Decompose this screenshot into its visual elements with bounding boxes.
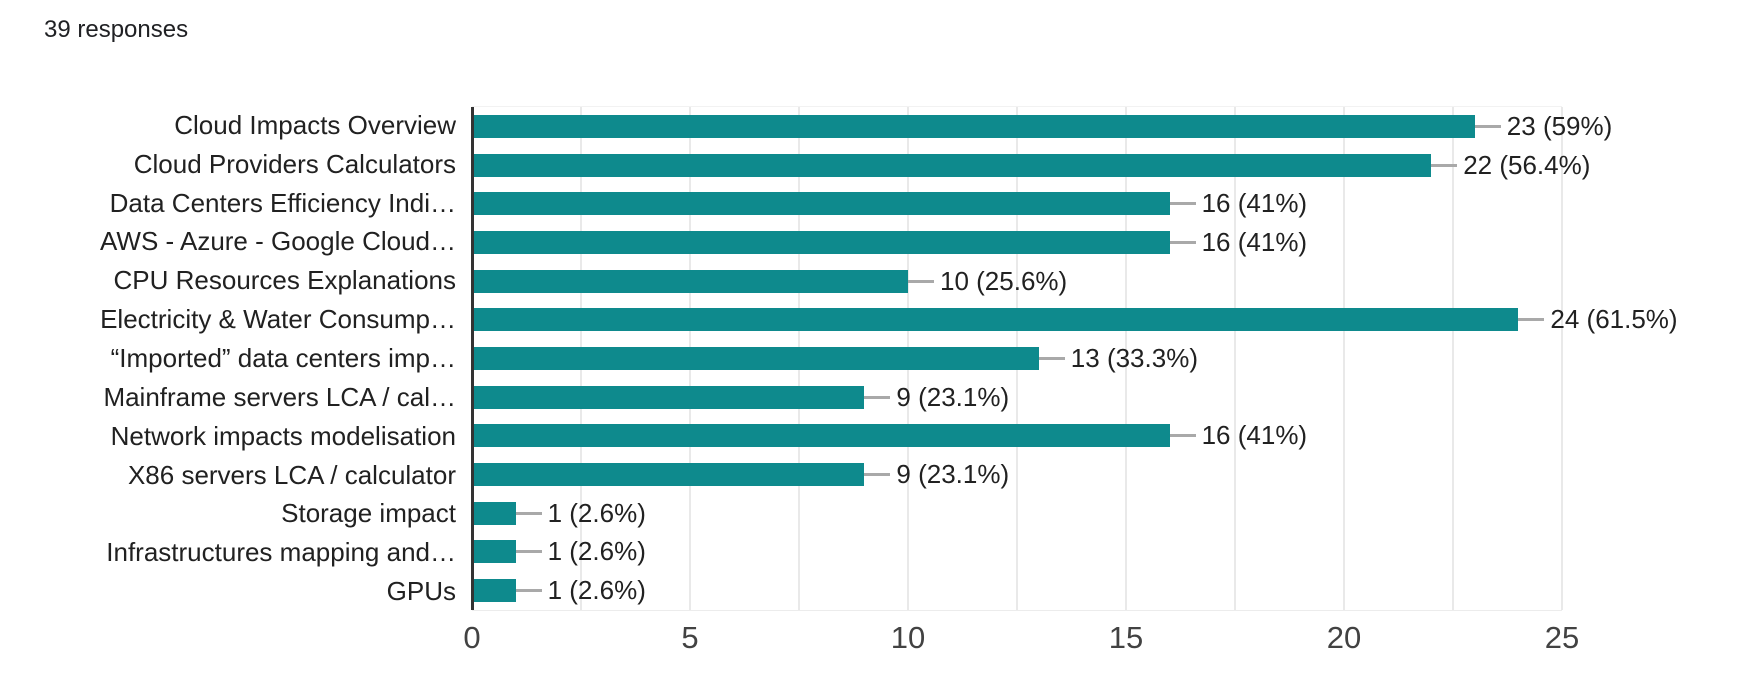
x-tick-label: 15 (1108, 620, 1144, 655)
bar-row: 13 (33.3%) (472, 339, 1562, 378)
bar-connector-line (515, 511, 542, 515)
bar (472, 192, 1170, 216)
bar-row: 10 (25.6%) (472, 262, 1562, 301)
category-label: AWS - Azure - Google Cloud… (100, 226, 456, 257)
bar-value-label: 1 (2.6%) (547, 536, 646, 567)
category-label: CPU Resources Explanations (113, 265, 457, 296)
category-axis-labels: Cloud Impacts Overview Cloud Providers Ca… (0, 106, 463, 611)
bar (472, 153, 1432, 177)
bar-row: 24 (61.5%) (472, 300, 1678, 339)
bar (472, 385, 865, 409)
bar-connector-line (1169, 434, 1196, 438)
category-label: Mainframe servers LCA / cal… (103, 381, 456, 412)
bar-value-label: 1 (2.6%) (547, 575, 646, 606)
bar-row: 16 (41%) (472, 417, 1562, 456)
bar-connector-line (1431, 163, 1458, 167)
bar-value-label: 13 (33.3%) (1070, 342, 1198, 373)
bar-connector-line (1169, 240, 1196, 244)
x-axis-ticks: 0 5 10 15 20 25 (463, 620, 1579, 668)
category-label: Electricity & Water Consump… (100, 304, 456, 335)
bar-row: 16 (41%) (472, 223, 1562, 262)
bar (472, 269, 908, 293)
gridline (1343, 107, 1345, 610)
bar-row: 9 (23.1%) (472, 378, 1562, 417)
bar-connector-line (1038, 356, 1065, 360)
x-tick-label: 20 (1326, 620, 1362, 655)
bar (472, 308, 1519, 332)
category-label: Infrastructures mapping and… (106, 537, 456, 568)
bar-connector-line (864, 395, 891, 399)
bar (472, 114, 1475, 138)
bar-connector-line (1169, 202, 1196, 206)
bar (472, 540, 516, 564)
x-tick-label: 0 (463, 620, 481, 655)
category-label: X86 servers LCA / calculator (127, 459, 456, 490)
bar-value-label: 24 (61.5%) (1550, 304, 1678, 335)
bar-row: 16 (41%) (472, 184, 1562, 223)
bar-connector-line (908, 279, 934, 283)
bar-row: 1 (2.6%) (472, 571, 1562, 610)
category-label: GPUs (386, 576, 456, 607)
bar (472, 346, 1039, 370)
bar-value-label: 16 (41%) (1201, 188, 1308, 219)
bar-value-label: 22 (56.4%) (1463, 149, 1591, 180)
category-label: Cloud Providers Calculators (133, 148, 456, 179)
gridline (1561, 107, 1563, 610)
category-label: Network impacts modelisation (110, 420, 456, 451)
x-tick-label: 5 (681, 620, 699, 655)
bar-row: 23 (59%) (472, 107, 1612, 146)
category-label: Cloud Impacts Overview (174, 109, 456, 140)
y-axis-line (471, 107, 474, 610)
category-label: Data Centers Efficiency Indi… (109, 187, 456, 218)
bar-value-label: 10 (25.6%) (940, 265, 1068, 296)
bar (472, 230, 1170, 254)
bar-value-label: 16 (41%) (1201, 226, 1308, 257)
bar-connector-line (1474, 124, 1501, 128)
bar-connector-line (515, 550, 542, 554)
x-tick-label: 10 (890, 620, 926, 655)
bar-value-label: 9 (23.1%) (896, 459, 1010, 490)
bar-row: 1 (2.6%) (472, 533, 1562, 572)
bar (472, 424, 1170, 448)
gridline (1125, 107, 1127, 610)
bar (472, 501, 516, 525)
bar-value-label: 1 (2.6%) (547, 497, 646, 528)
responses-count-text: 39 responses (44, 16, 189, 43)
bar-connector-line (515, 589, 542, 593)
bar-row: 1 (2.6%) (472, 494, 1562, 533)
bar-row: 9 (23.1%) (472, 455, 1562, 494)
bar (472, 463, 865, 487)
x-tick-label: 25 (1544, 620, 1580, 655)
bar (472, 579, 516, 603)
gridline (1452, 107, 1454, 610)
gridline (1234, 107, 1236, 610)
bar-connector-line (864, 473, 891, 477)
bar-row: 22 (56.4%) (472, 146, 1590, 185)
bar-value-label: 16 (41%) (1201, 420, 1308, 451)
category-label: “Imported” data centers imp… (110, 342, 456, 373)
chart-plot-area: 23 (59%) 22 (56.4%) 16 (41%) 16 (41%) 10 (25… (471, 106, 1678, 611)
bar-value-label: 9 (23.1%) (896, 381, 1010, 412)
bar-connector-line (1518, 318, 1545, 322)
category-label: Storage impact (281, 498, 456, 529)
bar-value-label: 23 (59%) (1506, 110, 1613, 141)
